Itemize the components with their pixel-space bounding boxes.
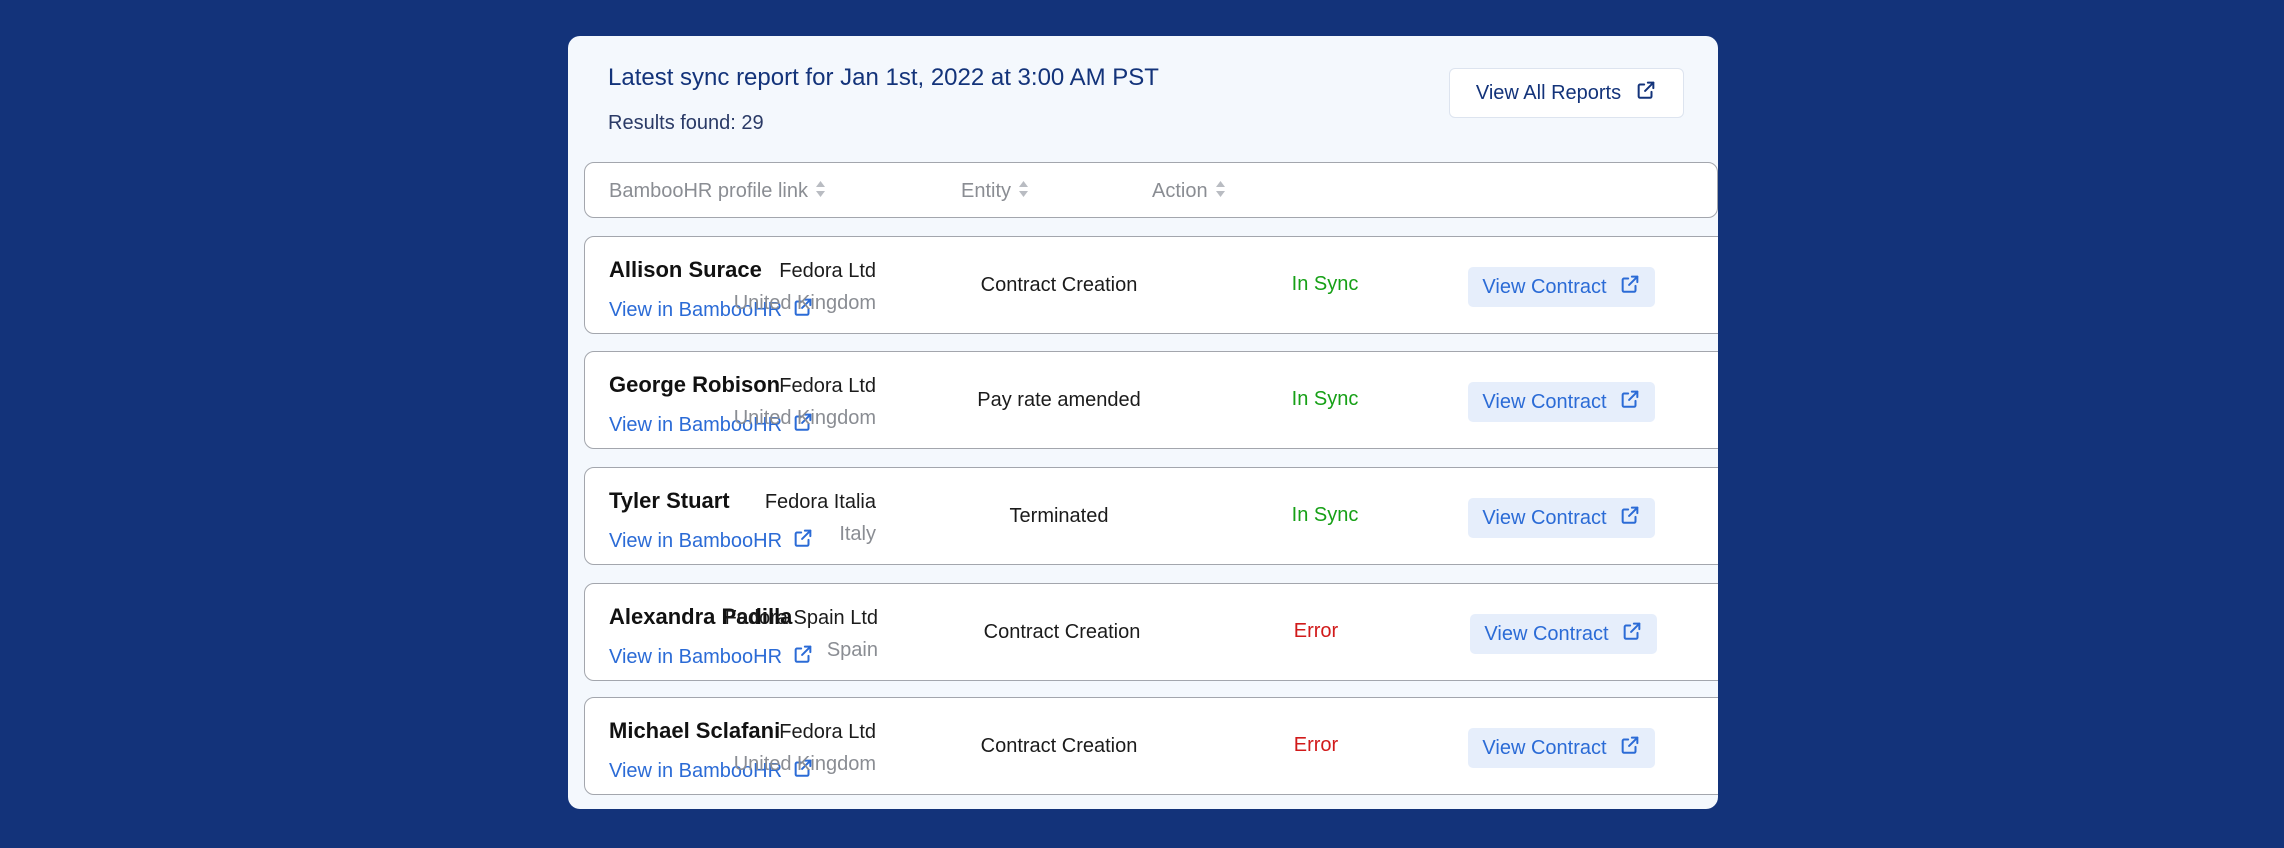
view-in-bamboohr-link[interactable]: View in BambooHR xyxy=(609,757,814,785)
status-text: In Sync xyxy=(1291,388,1359,410)
table-row: Alexandra Padilla View in BambooHR Fedor… xyxy=(584,583,1718,681)
column-header-entity-label: Entity xyxy=(961,179,1012,202)
column-header-profile[interactable]: BambooHR profile link xyxy=(609,163,826,219)
view-in-bamboohr-link[interactable]: View in BambooHR xyxy=(609,296,814,324)
entity-country: Italy xyxy=(839,523,876,545)
view-contract-button[interactable]: View Contract xyxy=(1468,267,1655,307)
external-link-icon xyxy=(1619,388,1641,416)
external-link-icon xyxy=(792,411,814,439)
entity-name: Fedora Ltd xyxy=(779,260,876,282)
entity-country: United Kingdom xyxy=(733,292,876,314)
entity-name: Fedora Italia xyxy=(764,491,876,513)
view-all-reports-button[interactable]: View All Reports xyxy=(1449,68,1684,118)
view-contract-label: View Contract xyxy=(1482,506,1607,529)
employee-name: Allison Surace xyxy=(609,257,762,282)
table-row: George Robison View in BambooHR Fedora L… xyxy=(584,351,1718,449)
column-header-action-label: Action xyxy=(1152,179,1208,202)
view-in-bamboohr-label: View in BambooHR xyxy=(609,645,783,668)
view-in-bamboohr-label: View in BambooHR xyxy=(609,413,783,436)
column-header-action[interactable]: Action xyxy=(1152,163,1226,219)
status-text: Error xyxy=(1293,620,1339,642)
external-link-icon xyxy=(792,296,814,324)
view-contract-button[interactable]: View Contract xyxy=(1468,728,1655,768)
sync-report-card: Latest sync report for Jan 1st, 2022 at … xyxy=(568,36,1718,809)
results-count: Results found: 29 xyxy=(608,112,764,134)
action-text: Contract Creation xyxy=(980,274,1138,296)
external-link-icon xyxy=(1635,79,1657,107)
action-text: Terminated xyxy=(1009,505,1109,527)
view-in-bamboohr-label: View in BambooHR xyxy=(609,298,783,321)
action-text: Contract Creation xyxy=(983,621,1141,643)
external-link-icon xyxy=(1619,273,1641,301)
external-link-icon xyxy=(792,527,814,555)
view-contract-button[interactable]: View Contract xyxy=(1470,614,1657,654)
view-all-reports-label: View All Reports xyxy=(1475,81,1622,104)
view-in-bamboohr-link[interactable]: View in BambooHR xyxy=(609,527,814,555)
action-text: Pay rate amended xyxy=(977,389,1141,411)
view-in-bamboohr-label: View in BambooHR xyxy=(609,529,783,552)
external-link-icon xyxy=(1619,504,1641,532)
report-title: Latest sync report for Jan 1st, 2022 at … xyxy=(608,64,1159,91)
employee-name: Alexandra Padilla xyxy=(609,604,793,629)
view-contract-label: View Contract xyxy=(1482,275,1607,298)
entity-country: United Kingdom xyxy=(733,407,876,429)
sort-icon xyxy=(815,178,826,204)
external-link-icon xyxy=(792,757,814,785)
status-text: Error xyxy=(1293,734,1339,756)
table-header: BambooHR profile link Entity Action xyxy=(584,162,1718,218)
external-link-icon xyxy=(792,643,814,671)
view-in-bamboohr-link[interactable]: View in BambooHR xyxy=(609,411,814,439)
view-contract-button[interactable]: View Contract xyxy=(1468,498,1655,538)
view-in-bamboohr-label: View in BambooHR xyxy=(609,759,783,782)
entity-country: United Kingdom xyxy=(733,753,876,775)
view-in-bamboohr-link[interactable]: View in BambooHR xyxy=(609,643,814,671)
entity-name: Fedora Spain Ltd xyxy=(724,607,878,629)
table-row: Tyler Stuart View in BambooHR Fedora Ita… xyxy=(584,467,1718,565)
external-link-icon xyxy=(1619,734,1641,762)
view-contract-label: View Contract xyxy=(1482,736,1607,759)
sort-icon xyxy=(1018,178,1029,204)
action-text: Contract Creation xyxy=(980,735,1138,757)
status-text: In Sync xyxy=(1291,273,1359,295)
external-link-icon xyxy=(1621,620,1643,648)
table-row: Michael Sclafani View in BambooHR Fedora… xyxy=(584,697,1718,795)
view-contract-label: View Contract xyxy=(1482,390,1607,413)
column-header-profile-label: BambooHR profile link xyxy=(609,179,808,202)
entity-name: Fedora Ltd xyxy=(779,721,876,743)
column-header-entity[interactable]: Entity xyxy=(961,163,1029,219)
table-row: Allison Surace View in BambooHR Fedora L… xyxy=(584,236,1718,334)
status-text: In Sync xyxy=(1291,504,1359,526)
entity-name: Fedora Ltd xyxy=(779,375,876,397)
entity-country: Spain xyxy=(826,639,878,661)
employee-name: Tyler Stuart xyxy=(609,488,730,513)
view-contract-label: View Contract xyxy=(1484,622,1609,645)
employee-name: Michael Sclafani xyxy=(609,718,781,743)
view-contract-button[interactable]: View Contract xyxy=(1468,382,1655,422)
sort-icon xyxy=(1215,178,1226,204)
employee-name: George Robison xyxy=(609,372,781,397)
